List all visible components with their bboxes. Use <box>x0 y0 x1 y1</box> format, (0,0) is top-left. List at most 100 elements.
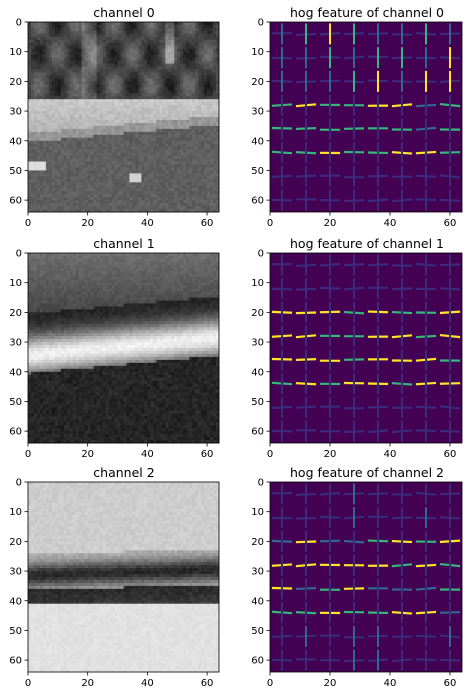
pixel <box>210 102 214 106</box>
pixel <box>69 63 74 67</box>
pixel <box>165 90 169 94</box>
pixel <box>48 152 53 156</box>
pixel <box>75 27 80 32</box>
pixel <box>99 206 104 210</box>
pixel <box>195 143 199 148</box>
pixel <box>216 140 220 145</box>
pixel <box>114 264 118 269</box>
pixel <box>165 209 169 213</box>
pixel <box>174 146 178 151</box>
pixel <box>28 90 32 94</box>
pixel <box>81 270 86 275</box>
pixel <box>144 128 148 133</box>
pixel <box>195 102 199 106</box>
pixel <box>183 75 187 79</box>
pixel <box>141 93 145 97</box>
pixel <box>141 57 145 61</box>
pixel <box>159 161 163 165</box>
pixel <box>72 140 77 145</box>
pixel <box>153 78 157 82</box>
pixel <box>147 69 151 73</box>
pixel <box>129 197 133 201</box>
pixel <box>48 125 53 130</box>
pixel <box>132 206 136 210</box>
pixel <box>174 27 178 32</box>
pixel <box>162 261 166 266</box>
pixel <box>84 149 89 154</box>
pixel <box>54 258 59 263</box>
pixel <box>189 264 193 269</box>
pixel <box>42 267 47 272</box>
pixel <box>120 75 124 79</box>
pixel <box>171 149 175 154</box>
pixel <box>60 22 65 26</box>
pixel <box>66 273 71 278</box>
pixel <box>84 66 89 70</box>
pixel <box>195 122 199 127</box>
pixel <box>165 78 169 82</box>
pixel <box>96 54 101 59</box>
pixel <box>123 66 127 70</box>
pixel <box>57 279 62 284</box>
pixel <box>63 66 68 70</box>
pixel <box>147 152 151 156</box>
pixel <box>111 84 115 88</box>
pixel <box>198 258 202 263</box>
pixel <box>72 276 77 281</box>
pixel <box>132 102 136 106</box>
pixel <box>84 282 89 287</box>
pixel <box>141 161 145 165</box>
pixel <box>28 84 32 88</box>
pixel <box>96 99 101 103</box>
pixel <box>30 209 35 213</box>
pixel <box>132 51 136 56</box>
pixel <box>123 270 127 275</box>
pixel <box>57 24 62 29</box>
pixel <box>123 48 127 53</box>
pixel <box>216 197 220 201</box>
pixel <box>141 66 145 70</box>
pixel <box>117 209 121 213</box>
pixel <box>114 27 118 32</box>
pixel <box>117 191 121 195</box>
pixel <box>165 87 169 91</box>
pixel <box>150 128 154 133</box>
pixel <box>102 24 106 29</box>
pixel <box>99 146 104 151</box>
pixel <box>201 185 205 189</box>
pixel <box>36 209 41 213</box>
pixel <box>54 285 59 290</box>
pixel <box>147 197 151 201</box>
pixel <box>90 57 95 61</box>
pixel <box>132 179 136 183</box>
pixel <box>156 84 160 88</box>
pixel <box>183 261 187 266</box>
pixel <box>72 270 77 275</box>
pixel <box>30 119 35 124</box>
pixel <box>192 84 196 88</box>
pixel <box>120 96 124 100</box>
pixel <box>111 60 115 64</box>
pixel <box>57 194 62 198</box>
pixel <box>186 72 190 76</box>
pixel <box>186 134 190 139</box>
pixel <box>93 54 98 59</box>
pixel <box>39 93 44 97</box>
pixel <box>60 81 65 85</box>
pixel <box>201 188 205 192</box>
pixel <box>186 24 190 29</box>
pixel <box>144 99 148 103</box>
pixel <box>108 264 112 269</box>
pixel <box>216 42 220 47</box>
pixel <box>90 267 95 272</box>
pixel <box>54 51 59 56</box>
pixel <box>28 60 32 64</box>
pixel <box>165 33 169 38</box>
pixel <box>60 66 65 70</box>
pixel <box>81 194 86 198</box>
pixel <box>102 264 106 269</box>
pixel <box>156 273 160 278</box>
pixel <box>192 33 196 38</box>
